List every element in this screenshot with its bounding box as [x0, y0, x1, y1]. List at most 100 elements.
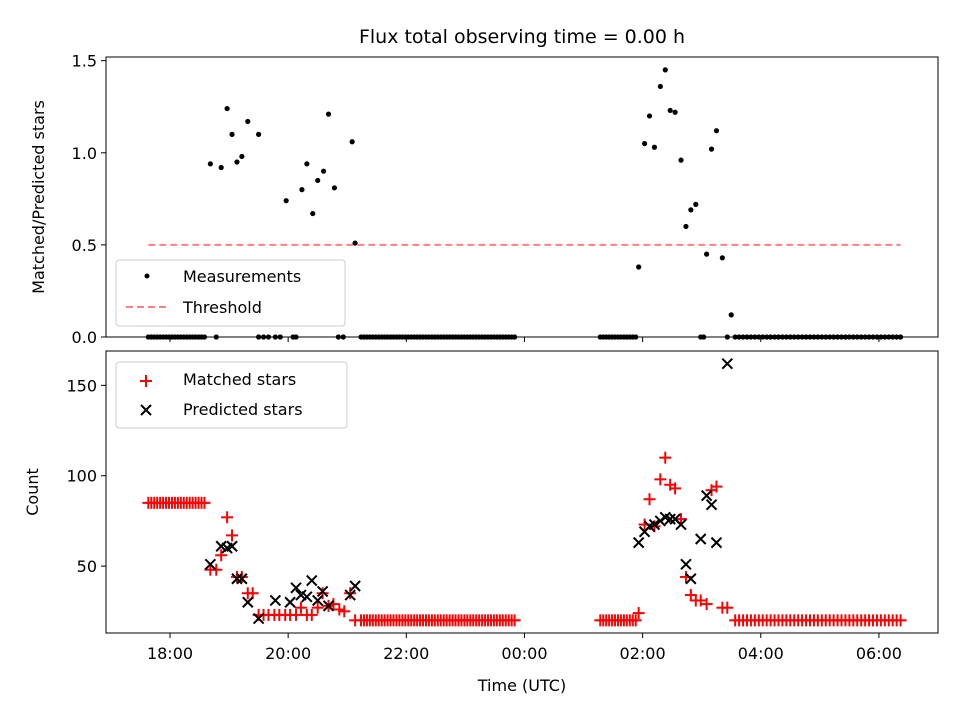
- measurement-point: [224, 105, 230, 112]
- matched-star-point: [311, 601, 324, 614]
- measurement-point: [325, 111, 332, 117]
- measurement-point: [310, 210, 316, 217]
- measurement-point: [672, 109, 678, 115]
- measurement-point: [693, 201, 699, 207]
- matched-star-point: [226, 529, 239, 542]
- measurement-point: [683, 223, 689, 230]
- top-y-ticks: 0.0 0.5 1.0 1.5: [72, 52, 106, 347]
- bottom-x-tick-label: 04:00: [738, 644, 784, 663]
- matched-star-point: [632, 607, 645, 620]
- measurement-point: [636, 264, 642, 270]
- predicted-star-stroke: [721, 357, 733, 370]
- predicted-star-point: [344, 589, 356, 601]
- predicted-star-stroke: [695, 533, 707, 545]
- predicted-star-point: [322, 600, 335, 612]
- matched-star-point: [210, 563, 223, 576]
- predicted-star-stroke: [236, 573, 248, 585]
- matched-star-point: [643, 493, 656, 506]
- bottom-legend: Matched stars Predicted stars: [115, 361, 348, 429]
- measurement-point: [321, 168, 327, 174]
- legend-predicted-marker: [140, 404, 152, 416]
- predicted-star-stroke: [231, 573, 243, 585]
- bottom-x-ticks: 18:00 20:00 22:00 00:00 02:00 04:00 06:00: [147, 633, 902, 663]
- matched-star-point: [290, 608, 303, 621]
- legend-measurements-label: Measurements: [183, 267, 301, 286]
- top-y-tick-label: 0.5: [72, 236, 97, 255]
- legend-matched-marker: [140, 375, 152, 387]
- predicted-star-point: [269, 594, 282, 607]
- bottom-y-tick-label: 50: [77, 557, 97, 576]
- measurement-point: [704, 251, 710, 257]
- measurement-point: [245, 118, 251, 125]
- top-y-axis-label: Matched/Predicted stars: [29, 100, 48, 294]
- bottom-marks-group: [142, 357, 907, 627]
- predicted-star-stroke: [675, 518, 687, 531]
- predicted-star-point: [252, 612, 265, 625]
- measurement-point: [688, 207, 694, 213]
- predicted-star-stroke: [269, 594, 282, 607]
- predicted-star-point: [349, 580, 361, 592]
- matched-star-point: [629, 614, 642, 627]
- measurement-point: [646, 113, 653, 119]
- bottom-x-axis-label: Time (UTC): [477, 676, 566, 695]
- predicted-star-stroke: [685, 573, 697, 585]
- matched-star-point: [344, 587, 357, 600]
- predicted-star-stroke: [306, 574, 318, 587]
- predicted-star-point: [695, 533, 707, 545]
- predicted-star-stroke: [215, 540, 227, 552]
- measurement-point: [218, 164, 224, 171]
- measurement-point: [239, 153, 245, 160]
- bottom-x-tick-label: 20:00: [265, 644, 311, 663]
- predicted-star-stroke: [632, 536, 645, 549]
- predicted-star-point: [204, 558, 217, 571]
- top-plot-frame: [105, 56, 939, 338]
- top-y-tick-label: 1.5: [72, 52, 97, 71]
- predicted-star-point: [226, 540, 238, 552]
- predicted-star-stroke: [242, 596, 254, 608]
- predicted-star-stroke: [204, 558, 217, 571]
- predicted-star-stroke: [284, 596, 296, 608]
- matched-star-point: [721, 601, 734, 614]
- measurement-point: [641, 140, 648, 147]
- predicted-star-point: [721, 357, 733, 370]
- measurement-point: [651, 144, 658, 150]
- measurement-point: [728, 312, 734, 318]
- measurement-point: [719, 255, 725, 261]
- predicted-star-stroke: [664, 513, 676, 525]
- matched-star-point: [305, 608, 318, 621]
- predicted-star-stroke: [316, 585, 329, 598]
- predicted-star-point: [242, 596, 254, 608]
- measurement-point: [349, 139, 355, 145]
- top-chart-title: Flux total observing time = 0.00 h: [359, 26, 685, 48]
- matched-star-point: [316, 587, 329, 600]
- predicted-star-stroke: [700, 489, 713, 502]
- measurement-point: [283, 198, 289, 204]
- measurement-point: [315, 177, 321, 184]
- matched-star-point: [338, 605, 351, 618]
- predicted-star-point: [700, 489, 713, 502]
- measurement-point: [662, 67, 668, 73]
- bottom-y-tick-label: 100: [66, 467, 97, 486]
- measurement-point: [331, 185, 338, 191]
- predicted-star-point: [632, 536, 645, 549]
- predicted-star-point: [290, 582, 302, 594]
- predicted-star-stroke: [648, 518, 661, 531]
- predicted-star-point: [311, 594, 324, 607]
- predicted-star-point: [306, 574, 318, 587]
- predicted-star-stroke: [226, 540, 238, 552]
- measurement-point: [299, 187, 305, 193]
- measurement-point: [256, 131, 262, 137]
- predicted-star-stroke: [322, 600, 335, 612]
- predicted-star-point: [710, 536, 723, 549]
- bottom-x-tick-label: 02:00: [620, 644, 666, 663]
- matched-star-point: [221, 511, 234, 524]
- bottom-y-ticks: 50 100 150: [66, 376, 106, 576]
- matched-star-point: [508, 614, 521, 627]
- predicted-star-stroke: [311, 594, 324, 607]
- predicted-star-point: [231, 573, 243, 585]
- predicted-star-stroke: [290, 582, 302, 594]
- predicted-star-stroke: [710, 536, 723, 549]
- matched-star-point: [294, 601, 307, 614]
- predicted-star-stroke: [680, 558, 692, 571]
- top-x-ticks: [169, 337, 880, 342]
